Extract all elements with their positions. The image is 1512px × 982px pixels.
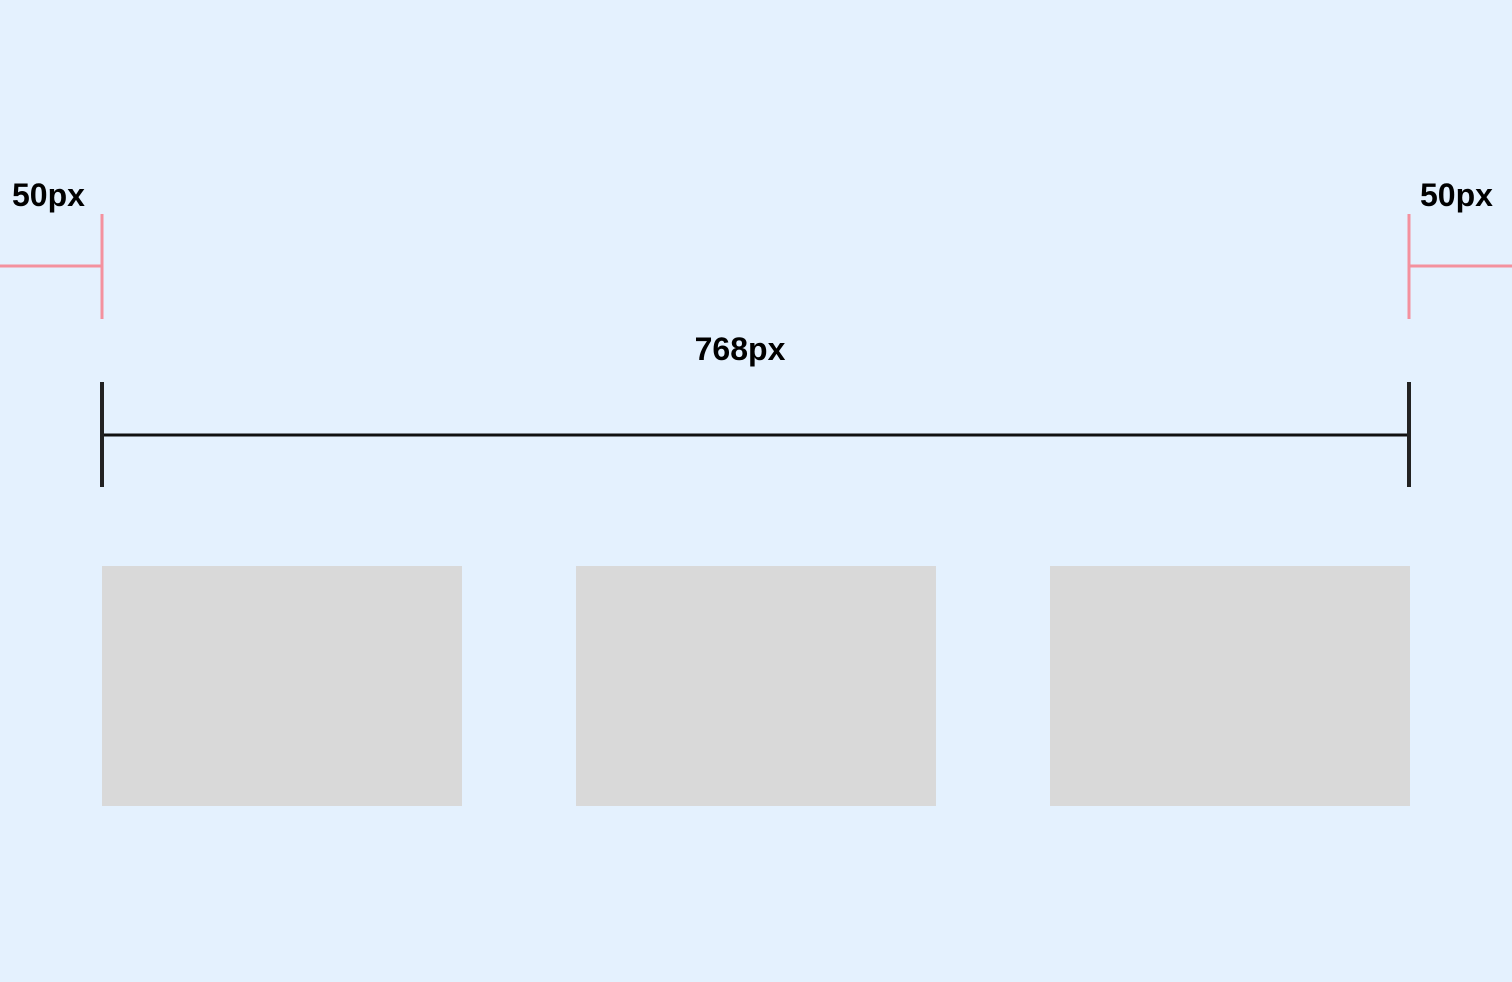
right-margin-label: 50px	[1420, 177, 1493, 213]
placeholder-box	[576, 566, 936, 806]
content-width-label: 768px	[695, 331, 786, 367]
placeholder-box	[102, 566, 462, 806]
left-margin-label: 50px	[12, 177, 85, 213]
placeholder-box	[1050, 566, 1410, 806]
